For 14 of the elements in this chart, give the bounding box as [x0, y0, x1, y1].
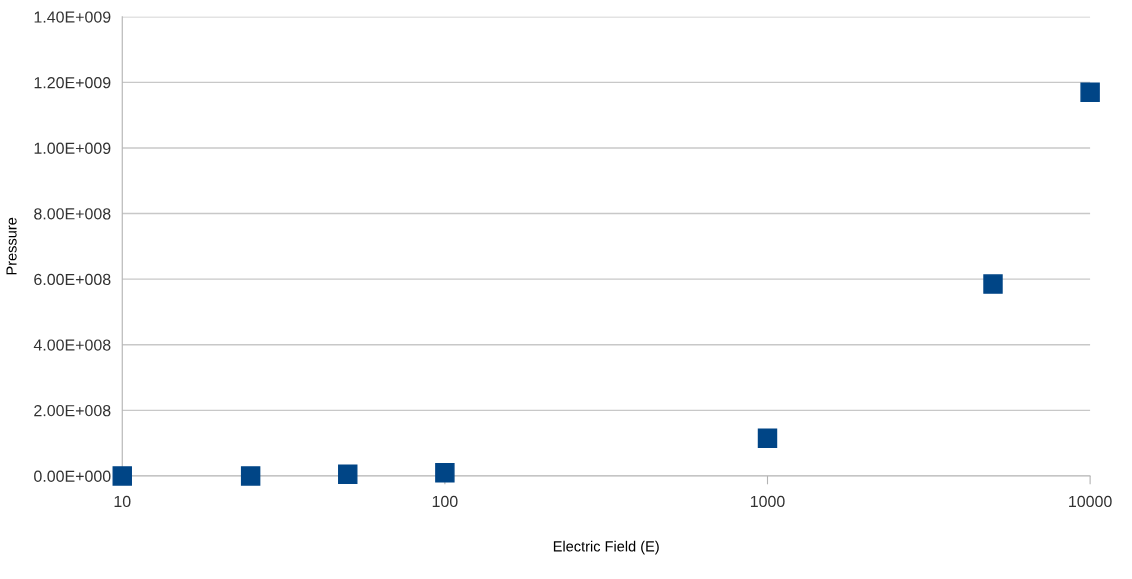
x-tick-label: 1000	[750, 495, 785, 508]
y-tick-label: 2.00E+008	[34, 404, 111, 417]
y-tick-label: 4.00E+008	[33, 339, 111, 351]
y-tick-label: 8.00E+008	[34, 208, 111, 220]
x-tick-label: 10	[114, 495, 131, 508]
y-tick-label: 0.00E+000	[34, 470, 111, 482]
x-tick-label: 10000	[1069, 495, 1112, 508]
y-tick-label: 1.20E+009	[34, 77, 111, 89]
y-tick-label: 1.40E+009	[34, 11, 111, 23]
y-axis-title: Pressure	[6, 217, 17, 275]
y-tick-label: 1.00E+009	[34, 142, 111, 154]
x-axis-title: Electric Field (E)	[553, 540, 659, 555]
x-tick-label: 100	[432, 495, 458, 508]
y-tick-label: 6.00E+008	[34, 273, 111, 286]
